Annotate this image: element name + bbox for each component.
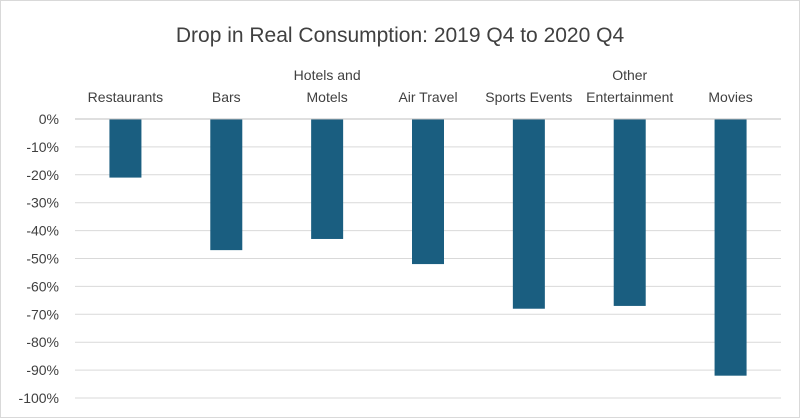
bar xyxy=(109,119,142,178)
y-tick-label: 0% xyxy=(39,111,59,127)
y-tick-label: -10% xyxy=(26,139,59,155)
bar xyxy=(210,119,243,251)
category-label: Entertainment xyxy=(586,89,673,105)
category-label: Other xyxy=(612,67,647,83)
category-label: Movies xyxy=(708,89,752,105)
bar xyxy=(412,119,444,265)
bar xyxy=(311,119,344,239)
category-label: Air Travel xyxy=(398,89,457,105)
bar xyxy=(613,119,646,306)
chart-title: Drop in Real Consumption: 2019 Q4 to 202… xyxy=(176,24,625,47)
y-tick-label: -60% xyxy=(26,278,59,294)
category-label: Restaurants xyxy=(88,89,163,105)
y-tick-label: -30% xyxy=(26,195,59,211)
category-label: Bars xyxy=(212,89,241,105)
bar xyxy=(714,119,747,376)
y-tick-label: -50% xyxy=(26,251,59,267)
y-tick-label: -70% xyxy=(26,306,59,322)
y-tick-label: -90% xyxy=(26,362,59,378)
y-tick-label: -20% xyxy=(26,167,59,183)
y-tick-label: -100% xyxy=(19,390,59,406)
bar xyxy=(512,119,545,309)
y-tick-label: -40% xyxy=(26,223,59,239)
category-label: Hotels and xyxy=(294,67,361,83)
category-label: Sports Events xyxy=(485,89,572,105)
category-label: Motels xyxy=(307,89,348,105)
y-tick-label: -80% xyxy=(26,334,59,350)
